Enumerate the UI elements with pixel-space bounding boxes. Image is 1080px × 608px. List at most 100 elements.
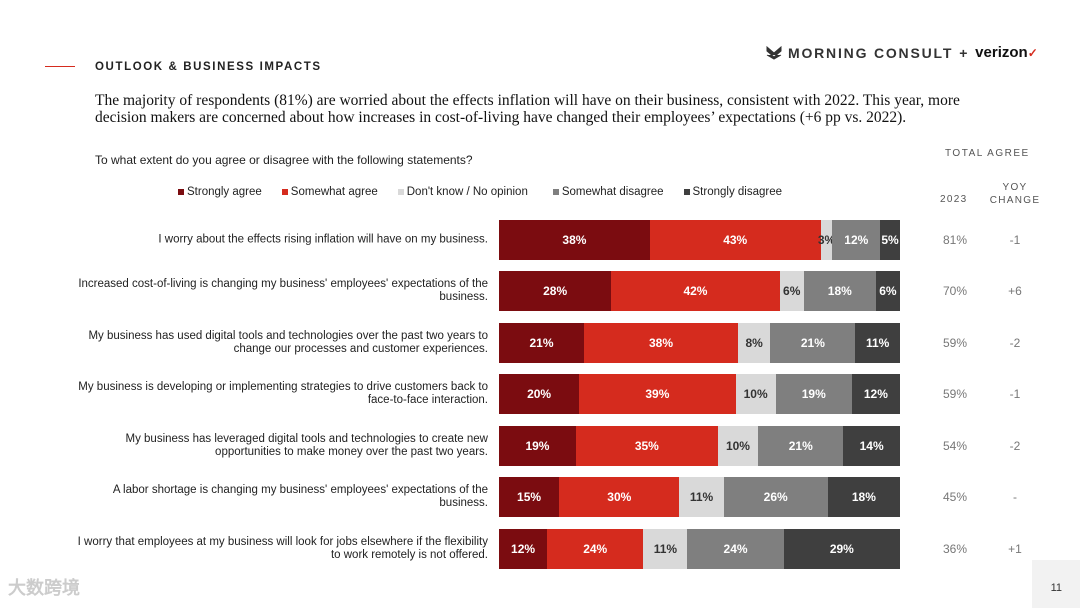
legend-item: Don't know / No opinion bbox=[397, 186, 528, 198]
total-agree-value: 54% bbox=[942, 439, 968, 453]
yoy-change-value: -2 bbox=[1009, 439, 1021, 453]
headline: The majority of respondents (81%) are wo… bbox=[95, 92, 960, 126]
legend-item: Strongly disagree bbox=[683, 186, 783, 198]
total-agree-header: TOTAL AGREE bbox=[945, 148, 1030, 159]
legend-item: Somewhat agree bbox=[281, 186, 378, 198]
legend-swatch bbox=[178, 189, 184, 195]
category-label: I worry about the effects rising inflati… bbox=[158, 233, 488, 246]
chart-row: Increased cost-of-living is changing my … bbox=[0, 271, 1080, 311]
category-label: Increased cost-of-living is changing my … bbox=[78, 278, 488, 303]
total-agree-value: 81% bbox=[942, 233, 968, 247]
bar-segment: 24% bbox=[687, 529, 784, 569]
bar-segment: 43% bbox=[649, 220, 821, 260]
bar-segment: 19% bbox=[499, 426, 576, 466]
chart-title: To what extent do you agree or disagree … bbox=[95, 153, 473, 167]
category-label: I worry that employees at my business wi… bbox=[77, 536, 488, 561]
stacked-bar: 12% 24% 11% 24% 29% bbox=[499, 529, 900, 569]
bar-segment: 18% bbox=[827, 477, 900, 517]
legend-label: Don't know / No opinion bbox=[406, 186, 528, 198]
watermark: 大数跨境 bbox=[8, 578, 80, 598]
bar-segment: 11% bbox=[855, 323, 900, 363]
logo-text: MORNING CONSULT bbox=[788, 44, 954, 61]
year-header: 2023 bbox=[940, 194, 968, 205]
bar-segment: 29% bbox=[783, 529, 900, 569]
verizon-check-icon: ✓ bbox=[1027, 45, 1040, 60]
total-agree-value: 59% bbox=[942, 387, 968, 401]
bar-segment: 21% bbox=[499, 323, 585, 363]
chart-row: A labor shortage is changing my business… bbox=[0, 477, 1080, 517]
bar-segment: 38% bbox=[499, 220, 650, 260]
bar-segment: 21% bbox=[770, 323, 856, 363]
bar-segment: 10% bbox=[717, 426, 759, 466]
bar-segment: 42% bbox=[611, 271, 780, 311]
bar-segment: 12% bbox=[832, 220, 881, 260]
stacked-bar: 15% 30% 11% 26% 18% bbox=[499, 477, 900, 517]
morning-consult-logo-icon bbox=[766, 45, 782, 60]
bar-segment: 30% bbox=[559, 477, 680, 517]
chart-row: My business is developing or implementin… bbox=[0, 374, 1080, 414]
yoy-header: YOY CHANGE bbox=[989, 182, 1041, 206]
bar-segment: 11% bbox=[643, 529, 688, 569]
section-title: OUTLOOK & BUSINESS IMPACTS bbox=[95, 61, 322, 73]
bar-segment: 28% bbox=[499, 271, 612, 311]
legend-swatch bbox=[397, 189, 404, 195]
chart-row: I worry about the effects rising inflati… bbox=[0, 220, 1080, 260]
logo: MORNING CONSULT + verizon ✓ bbox=[766, 44, 1040, 61]
yoy-change-value: - bbox=[1013, 490, 1017, 504]
bar-segment: 18% bbox=[803, 271, 876, 311]
yoy-change-value: -1 bbox=[1009, 387, 1021, 401]
yoy-change-value: +6 bbox=[1008, 284, 1022, 298]
chart-row: My business has used digital tools and t… bbox=[0, 323, 1080, 363]
yoy-change-value: +1 bbox=[1008, 542, 1022, 556]
legend: Strongly agree Somewhat agree Don't know /… bbox=[178, 186, 782, 198]
yoy-change-value: -1 bbox=[1009, 233, 1021, 247]
logo-partner: verizon bbox=[975, 44, 1028, 61]
total-agree-value: 70% bbox=[942, 284, 968, 298]
category-label: A labor shortage is changing my business… bbox=[112, 484, 488, 509]
legend-label: Strongly disagree bbox=[692, 186, 783, 198]
bar-segment: 21% bbox=[758, 426, 844, 466]
stacked-bar: 21% 38% 8% 21% 11% bbox=[499, 323, 900, 363]
stacked-bar: 20% 39% 10% 19% 12% bbox=[499, 374, 900, 414]
legend-label: Somewhat disagree bbox=[561, 186, 664, 198]
page-number: 11 bbox=[1050, 582, 1062, 594]
bar-segment: 14% bbox=[843, 426, 900, 466]
stacked-bar: 38% 43% 3% 12% 5% bbox=[499, 220, 900, 260]
total-agree-value: 36% bbox=[942, 542, 968, 556]
legend-swatch bbox=[552, 189, 559, 195]
bar-segment: 10% bbox=[735, 374, 776, 414]
bar-segment: 3% bbox=[818, 220, 835, 260]
bar-segment: 24% bbox=[547, 529, 644, 569]
bar-segment: 19% bbox=[775, 374, 852, 414]
bar-segment: 12% bbox=[499, 529, 548, 569]
bar-segment: 39% bbox=[579, 374, 736, 414]
bar-segment: 6% bbox=[875, 271, 900, 311]
legend-item: Strongly agree bbox=[178, 186, 262, 198]
stacked-bar: 28% 42% 6% 18% 6% bbox=[499, 271, 900, 311]
legend-label: Strongly agree bbox=[187, 186, 262, 198]
bar-segment: 15% bbox=[499, 477, 560, 517]
legend-swatch bbox=[281, 189, 288, 195]
bar-segment: 8% bbox=[737, 323, 771, 363]
category-label: My business has leveraged digital tools … bbox=[125, 433, 488, 458]
stacked-bar: 19% 35% 10% 21% 14% bbox=[499, 426, 900, 466]
category-label: My business is developing or implementin… bbox=[78, 381, 488, 406]
total-agree-value: 59% bbox=[942, 336, 968, 350]
bar-segment: 12% bbox=[851, 374, 900, 414]
page-number-box bbox=[1032, 560, 1080, 608]
bar-segment: 20% bbox=[499, 374, 580, 414]
legend-item: Somewhat disagree bbox=[552, 186, 664, 198]
bar-segment: 11% bbox=[679, 477, 724, 517]
yoy-change-value: -2 bbox=[1009, 336, 1021, 350]
logo-plus: + bbox=[959, 44, 970, 61]
bar-segment: 35% bbox=[575, 426, 718, 466]
total-agree-value: 45% bbox=[942, 490, 968, 504]
chart-row: I worry that employees at my business wi… bbox=[0, 529, 1080, 569]
legend-label: Somewhat agree bbox=[290, 186, 378, 198]
bar-segment: 6% bbox=[779, 271, 804, 311]
chart-row: My business has leveraged digital tools … bbox=[0, 426, 1080, 466]
bar-segment: 5% bbox=[880, 220, 900, 260]
bar-segment: 38% bbox=[584, 323, 738, 363]
bar-segment: 26% bbox=[723, 477, 828, 517]
legend-swatch bbox=[683, 189, 690, 195]
